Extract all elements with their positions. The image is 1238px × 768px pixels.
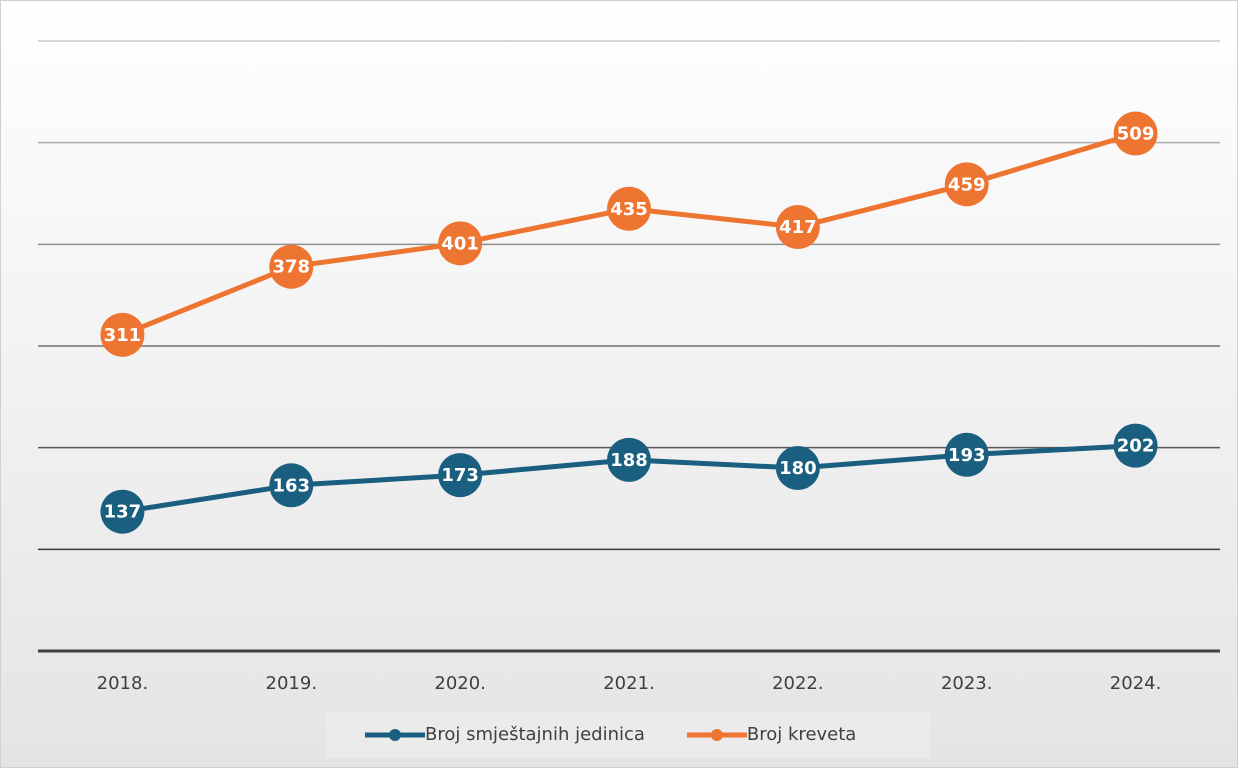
- data-point: [775, 446, 820, 490]
- x-tick-label: 2023.: [941, 673, 993, 694]
- data-point: [269, 244, 314, 289]
- legend-marker: [389, 729, 401, 741]
- data-point: [607, 437, 651, 482]
- legend-label: Broj kreveta: [747, 724, 856, 745]
- data-point: [438, 453, 483, 498]
- data-label: 378: [272, 257, 310, 278]
- data-label: 311: [104, 325, 142, 346]
- data-point: [269, 463, 314, 508]
- legend-marker: [710, 729, 723, 741]
- data-point: [775, 205, 820, 250]
- x-tick-label: 2020.: [434, 673, 486, 694]
- data-label: 137: [104, 502, 142, 523]
- data-label: 435: [610, 199, 648, 220]
- data-label: 509: [1117, 124, 1155, 145]
- x-tick-label: 2022.: [772, 673, 824, 694]
- data-label: 193: [948, 445, 986, 466]
- data-label: 163: [272, 475, 310, 496]
- x-tick-label: 2021.: [603, 673, 655, 694]
- legend-box: [326, 712, 930, 758]
- data-point: [607, 186, 651, 231]
- x-tick-label: 2018.: [97, 673, 149, 694]
- data-label: 173: [441, 465, 479, 486]
- x-tick-label: 2024.: [1110, 673, 1162, 694]
- data-label: 401: [441, 233, 479, 254]
- x-tick-label: 2019.: [266, 673, 318, 694]
- data-point: [1113, 423, 1158, 468]
- data-label: 202: [1117, 436, 1155, 457]
- data-point: [1113, 111, 1158, 156]
- data-label: 417: [779, 217, 817, 238]
- data-point: [944, 432, 989, 477]
- data-label: 188: [610, 450, 648, 471]
- data-point: [100, 489, 145, 534]
- legend-label: Broj smještajnih jedinica: [425, 724, 645, 745]
- data-label: 459: [948, 174, 986, 195]
- data-point: [100, 312, 145, 357]
- data-label: 180: [779, 458, 817, 479]
- data-point: [944, 162, 989, 207]
- data-point: [438, 221, 483, 266]
